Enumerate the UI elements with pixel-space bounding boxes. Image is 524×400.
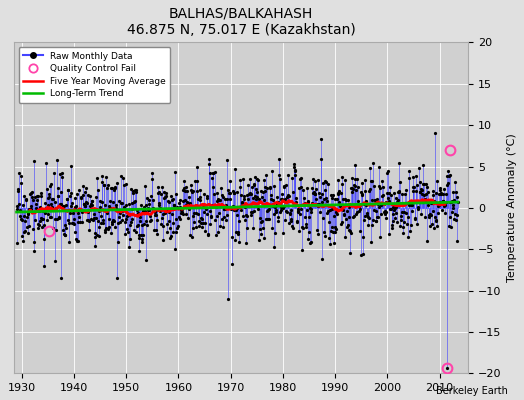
Title: BALHAS/BALKAHASH
46.875 N, 75.017 E (Kazakhstan): BALHAS/BALKAHASH 46.875 N, 75.017 E (Kaz…	[127, 7, 355, 37]
Legend: Raw Monthly Data, Quality Control Fail, Five Year Moving Average, Long-Term Tren: Raw Monthly Data, Quality Control Fail, …	[18, 47, 170, 103]
Text: Berkeley Earth: Berkeley Earth	[436, 386, 508, 396]
Y-axis label: Temperature Anomaly (°C): Temperature Anomaly (°C)	[507, 134, 517, 282]
